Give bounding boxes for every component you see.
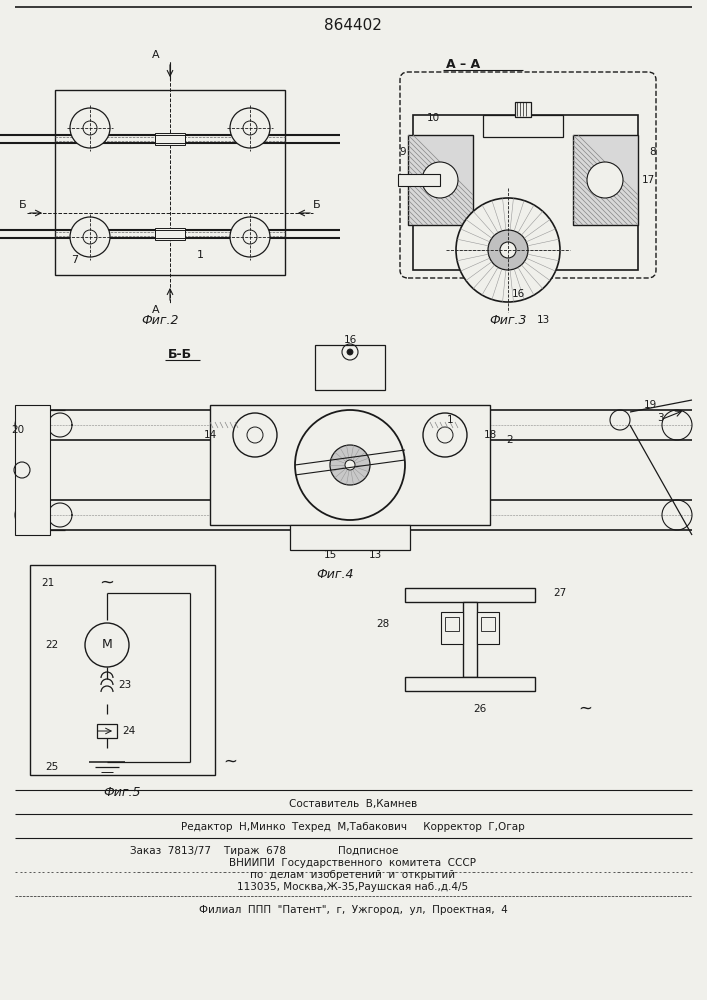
- Text: Б: Б: [19, 200, 27, 210]
- Text: 21: 21: [42, 578, 54, 588]
- Bar: [463, 602, 477, 677]
- Circle shape: [456, 198, 560, 302]
- Bar: [155, 228, 185, 240]
- Bar: [30, 565, 215, 775]
- Bar: [405, 588, 535, 602]
- Text: 16: 16: [511, 289, 525, 299]
- Circle shape: [83, 230, 97, 244]
- Text: А: А: [153, 50, 160, 60]
- Circle shape: [70, 217, 110, 257]
- Text: 19: 19: [643, 400, 657, 410]
- Circle shape: [230, 217, 270, 257]
- Bar: [441, 612, 463, 644]
- Bar: [445, 617, 459, 631]
- Text: 28: 28: [376, 619, 390, 629]
- Text: 26: 26: [474, 704, 486, 714]
- Text: Б: Б: [313, 200, 321, 210]
- Circle shape: [15, 410, 45, 440]
- Text: ВНИИПИ  Государственного  комитета  СССР: ВНИИПИ Государственного комитета СССР: [230, 858, 477, 868]
- Text: 15: 15: [323, 550, 337, 560]
- Circle shape: [423, 413, 467, 457]
- Text: Фиг.3: Фиг.3: [489, 314, 527, 326]
- Text: 23: 23: [118, 680, 132, 690]
- Text: 18: 18: [484, 430, 496, 440]
- Circle shape: [83, 121, 97, 135]
- Bar: [398, 174, 440, 186]
- Circle shape: [233, 413, 277, 457]
- Circle shape: [70, 108, 110, 148]
- Bar: [515, 102, 531, 117]
- Circle shape: [230, 108, 270, 148]
- Text: ~: ~: [223, 753, 237, 771]
- Text: 1: 1: [447, 415, 453, 425]
- Text: по  делам  изобретений  и  открытий: по делам изобретений и открытий: [250, 870, 455, 880]
- Text: 25: 25: [45, 762, 59, 772]
- Text: 13: 13: [368, 550, 382, 560]
- Text: 864402: 864402: [324, 18, 382, 33]
- Text: 8: 8: [650, 147, 656, 157]
- Circle shape: [85, 623, 129, 667]
- Bar: [481, 617, 495, 631]
- Circle shape: [345, 460, 355, 470]
- Bar: [477, 612, 499, 644]
- Text: 10: 10: [426, 113, 440, 123]
- Text: 14: 14: [204, 430, 216, 440]
- Bar: [210, 405, 490, 525]
- Circle shape: [295, 410, 405, 520]
- Circle shape: [330, 445, 370, 485]
- Circle shape: [247, 427, 263, 443]
- Text: 9: 9: [399, 147, 407, 157]
- Text: Составитель  В,Камнев: Составитель В,Камнев: [289, 799, 417, 809]
- Text: 17: 17: [641, 175, 655, 185]
- Bar: [405, 677, 535, 691]
- Text: А: А: [153, 305, 160, 315]
- Text: Заказ  7813/77    Тираж  678                Подписное: Заказ 7813/77 Тираж 678 Подписное: [130, 846, 398, 856]
- Bar: [290, 525, 410, 550]
- Bar: [155, 230, 185, 238]
- Bar: [55, 90, 285, 275]
- Bar: [15, 405, 50, 535]
- Bar: [408, 135, 473, 225]
- Text: 16: 16: [344, 335, 356, 345]
- Circle shape: [500, 242, 516, 258]
- Text: ~: ~: [100, 574, 115, 592]
- Circle shape: [422, 162, 458, 198]
- Bar: [573, 135, 638, 225]
- Bar: [155, 133, 185, 145]
- Circle shape: [437, 427, 453, 443]
- Text: 1: 1: [197, 250, 204, 260]
- Bar: [97, 724, 117, 738]
- Circle shape: [587, 162, 623, 198]
- Text: ~: ~: [578, 700, 592, 718]
- Text: М: М: [102, 639, 112, 652]
- Text: А – А: А – А: [446, 58, 480, 72]
- Bar: [155, 135, 185, 143]
- Text: Б-Б: Б-Б: [168, 349, 192, 361]
- Text: 27: 27: [554, 588, 566, 598]
- Text: 13: 13: [537, 315, 549, 325]
- Bar: [413, 115, 638, 270]
- Text: 7: 7: [71, 255, 78, 265]
- Text: Фиг.2: Фиг.2: [141, 314, 179, 326]
- Circle shape: [15, 500, 45, 530]
- Circle shape: [488, 230, 528, 270]
- Circle shape: [243, 230, 257, 244]
- Text: 22: 22: [45, 640, 59, 650]
- Text: 113035, Москва,Ж-35,Раушская наб.,д.4/5: 113035, Москва,Ж-35,Раушская наб.,д.4/5: [238, 882, 469, 892]
- Text: 24: 24: [122, 726, 136, 736]
- Circle shape: [243, 121, 257, 135]
- Text: Филиал  ППП  "Патент",  г,  Ужгород,  ул,  Проектная,  4: Филиал ППП "Патент", г, Ужгород, ул, Про…: [199, 905, 508, 915]
- Bar: [315, 345, 385, 390]
- Text: Редактор  Н,Минко  Техред  М,Табакович     Корректор  Г,Огар: Редактор Н,Минко Техред М,Табакович Корр…: [181, 822, 525, 832]
- Circle shape: [347, 349, 353, 355]
- Text: Фиг.5: Фиг.5: [103, 786, 141, 800]
- Text: Фиг.4: Фиг.4: [316, 568, 354, 582]
- Text: 3: 3: [657, 413, 663, 423]
- Text: 2: 2: [507, 435, 513, 445]
- Bar: [483, 115, 563, 137]
- Text: 20: 20: [11, 425, 25, 435]
